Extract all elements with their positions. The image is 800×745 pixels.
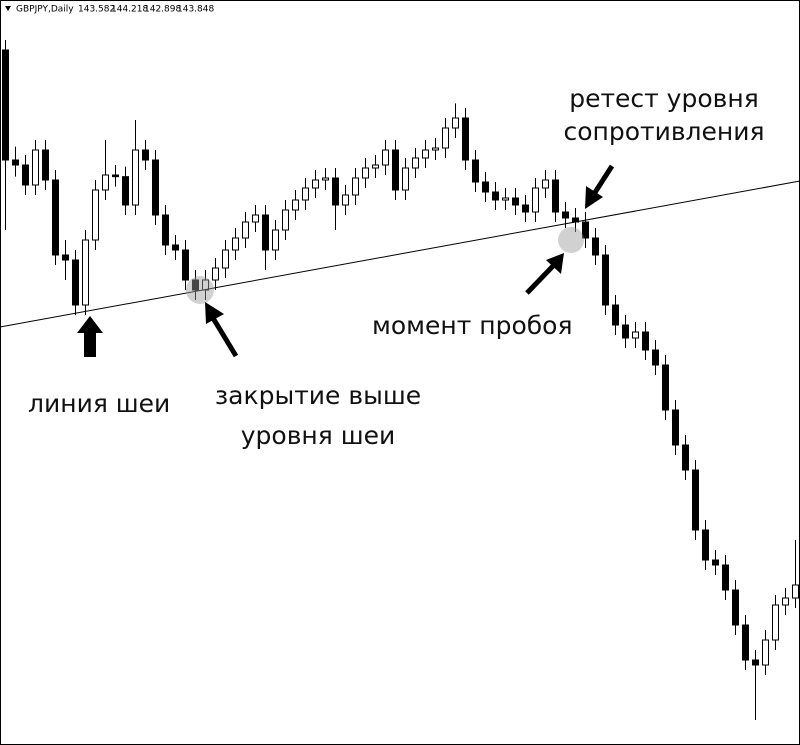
- highlight: [186, 276, 214, 304]
- candle-body: [562, 211, 569, 219]
- candle-body: [42, 149, 49, 181]
- candle-body: [292, 199, 299, 211]
- candle-body: [362, 167, 369, 179]
- candle-body: [252, 214, 259, 223]
- candle-body: [592, 237, 599, 256]
- candle-body: [152, 159, 159, 216]
- candle-body: [262, 214, 269, 251]
- candle-body: [542, 179, 549, 189]
- candle-body: [92, 189, 99, 241]
- candle-body: [632, 331, 639, 339]
- candle-body: [72, 259, 79, 306]
- candle-body: [272, 229, 279, 251]
- candle-body: [662, 364, 669, 411]
- candle-body: [762, 639, 769, 666]
- candle-body: [702, 529, 709, 561]
- candle-body: [182, 249, 189, 281]
- candle-body: [532, 187, 539, 213]
- candle-body: [352, 177, 359, 196]
- quote: 144.218: [111, 5, 148, 15]
- neckline: [0, 180, 800, 328]
- candle-body: [222, 249, 229, 269]
- candle-body: [392, 149, 399, 191]
- candle-body: [512, 197, 519, 206]
- candle-body: [552, 179, 559, 213]
- candle-body: [52, 179, 59, 256]
- candle-body: [162, 214, 169, 246]
- candle-body: [32, 149, 39, 186]
- candle-body: [342, 194, 349, 206]
- arrow: [205, 302, 239, 358]
- candle-body: [622, 324, 629, 339]
- candle-body: [12, 159, 19, 166]
- candle-body: [752, 659, 759, 666]
- candle-body: [442, 127, 449, 149]
- candle-body: [312, 179, 319, 189]
- candle-body: [2, 49, 9, 161]
- candle-body: [382, 149, 389, 166]
- quote: 143.848: [177, 5, 214, 15]
- candle-body: [112, 174, 119, 178]
- candle-body: [402, 167, 409, 191]
- annotation: закрытие выше: [215, 381, 421, 410]
- candle-body: [212, 267, 219, 281]
- arrow: [77, 316, 103, 357]
- candle-body: [302, 187, 309, 201]
- candle-body: [712, 559, 719, 566]
- annotation: сопротивления: [563, 117, 764, 146]
- highlight: [558, 227, 584, 253]
- candle-body: [172, 244, 179, 251]
- candle-body: [432, 147, 439, 151]
- candle-body: [692, 469, 699, 531]
- candle-body: [412, 157, 419, 169]
- candle-body: [142, 149, 149, 161]
- candle-body: [482, 181, 489, 193]
- candle-body: [682, 444, 689, 471]
- candle-body: [372, 164, 379, 169]
- candle-body: [602, 254, 609, 306]
- menu-triangle: [5, 6, 11, 11]
- candle-body: [652, 349, 659, 366]
- candle-body: [742, 624, 749, 661]
- candle-body: [792, 584, 799, 599]
- candle-body: [612, 304, 619, 326]
- candle-body: [282, 209, 289, 231]
- annotation: ретест уровня: [569, 84, 759, 113]
- annotation: уровня шеи: [241, 421, 396, 450]
- arrow: [525, 253, 564, 295]
- candle-body: [22, 164, 29, 186]
- quote: 143.582: [78, 5, 115, 15]
- candle-body: [192, 279, 199, 291]
- candle-body: [522, 204, 529, 213]
- candle-body: [492, 191, 499, 201]
- candle-body: [122, 176, 129, 206]
- candle-body: [472, 159, 479, 183]
- candle-body: [422, 149, 429, 159]
- arrow: [585, 164, 615, 209]
- candle-body: [82, 239, 89, 306]
- candle-body: [452, 117, 459, 129]
- candle-body: [582, 221, 589, 239]
- candle-body: [102, 174, 109, 191]
- annotation: момент пробоя: [372, 311, 573, 340]
- candle-body: [132, 149, 139, 206]
- symbol: GBPJPY,Daily: [16, 5, 74, 15]
- candle-body: [332, 177, 339, 206]
- candle-body: [772, 604, 779, 641]
- candles: [2, 40, 799, 720]
- candle-body: [672, 409, 679, 446]
- candle-body: [502, 197, 509, 201]
- candle-body: [732, 589, 739, 626]
- candle-body: [232, 237, 239, 251]
- candle-body: [642, 331, 649, 351]
- candle-body: [62, 254, 69, 261]
- quote: 142.898: [144, 5, 181, 15]
- candle-body: [242, 221, 249, 239]
- candle-body: [462, 117, 469, 161]
- candle-body: [322, 177, 329, 181]
- candle-body: [782, 597, 789, 606]
- candle-body: [722, 564, 729, 591]
- annotation: линия шеи: [28, 389, 170, 418]
